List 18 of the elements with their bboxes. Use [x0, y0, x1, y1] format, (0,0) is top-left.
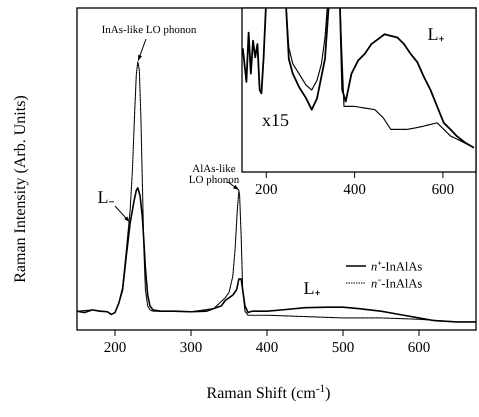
annotation: L₊ [304, 278, 320, 298]
x-tick-label: 300 [180, 340, 202, 356]
y-axis-title: Raman Intensity (Arb. Units) [12, 95, 29, 283]
annotation: L₋ [98, 187, 114, 207]
annotation: AlAs-like LO phonon [188, 163, 240, 186]
x-tick-label: 400 [343, 182, 366, 198]
x-tick-label: 600 [432, 182, 454, 198]
x-tick-label: 200 [104, 340, 126, 356]
annotation: x15 [262, 110, 289, 130]
x-axis-title: Raman Shift (cm$^{-1}$) [206, 383, 330, 402]
legend-label: n⁻-InAlAs [371, 276, 422, 290]
x-tick-label: 200 [255, 182, 278, 198]
annotation: L₊ [428, 24, 444, 44]
x-tick-label: 500 [332, 340, 354, 356]
legend-label: n⁺-InAlAs [371, 260, 422, 274]
x-tick-label: 600 [408, 340, 430, 356]
x-tick-label: 400 [256, 340, 278, 356]
annotation: InAs-like LO phonon [102, 24, 197, 36]
